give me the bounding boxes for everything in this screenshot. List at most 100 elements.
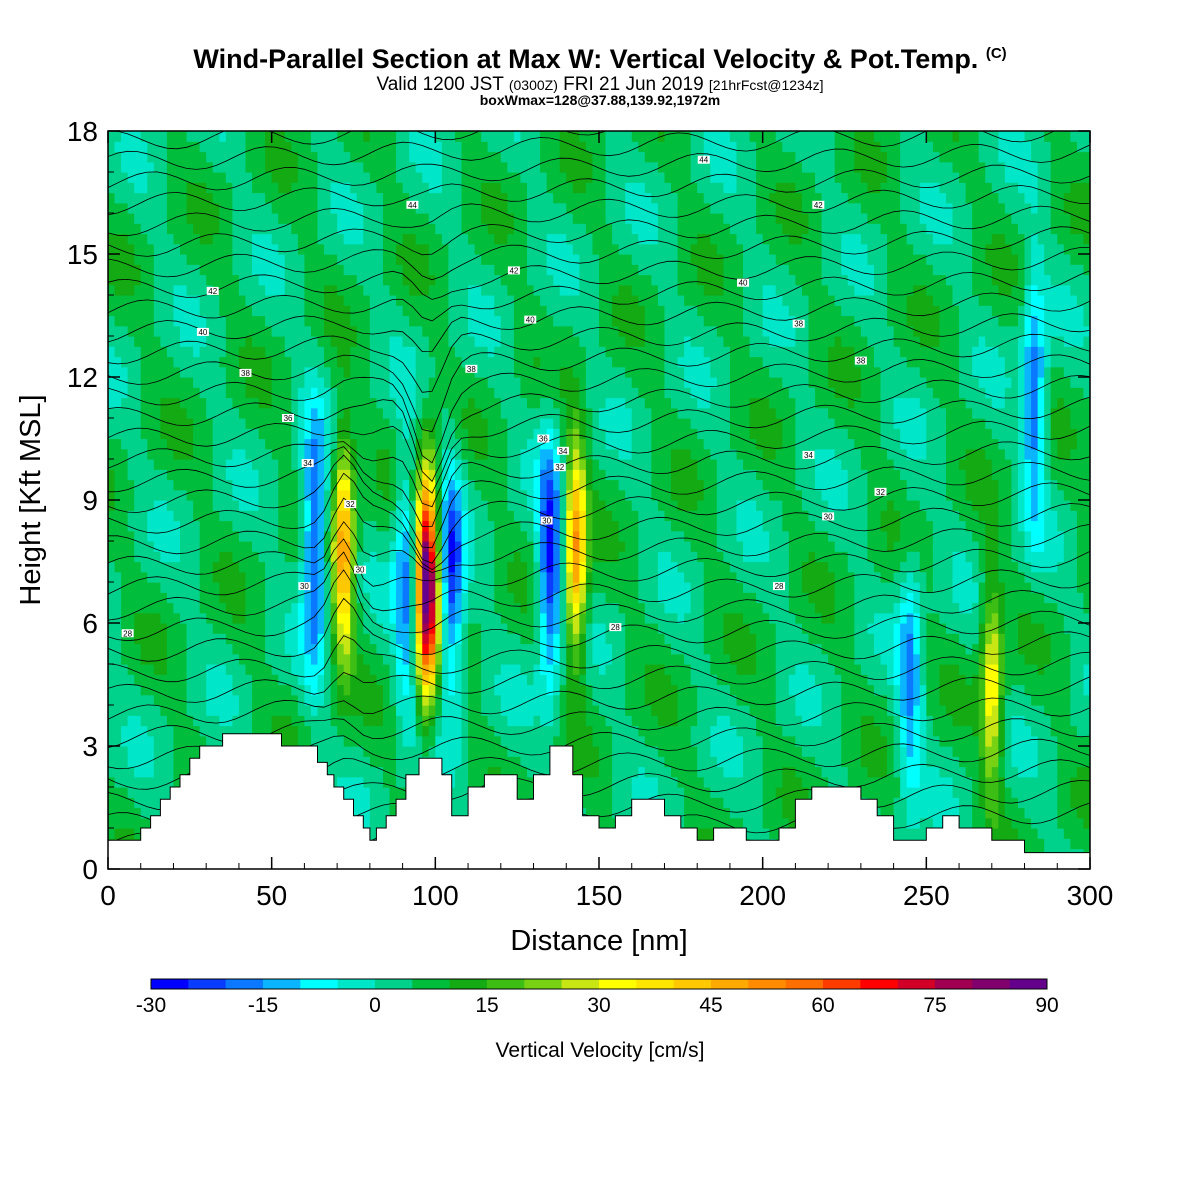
w-cell bbox=[232, 192, 240, 204]
w-cell bbox=[310, 418, 319, 429]
w-cell bbox=[160, 612, 168, 624]
w-cell bbox=[258, 192, 266, 204]
w-cell bbox=[121, 459, 129, 470]
w-cell bbox=[173, 469, 181, 481]
w-cell bbox=[494, 377, 502, 388]
w-cell bbox=[481, 592, 489, 604]
w-cell bbox=[153, 274, 161, 286]
w-cell bbox=[258, 479, 266, 491]
w-cell bbox=[278, 664, 286, 675]
w-cell bbox=[304, 141, 312, 153]
w-cell bbox=[265, 520, 273, 532]
w-cell bbox=[186, 356, 194, 368]
w-cell bbox=[127, 161, 135, 173]
w-cell bbox=[500, 315, 508, 327]
w-cell bbox=[278, 500, 286, 511]
w-cell bbox=[284, 428, 292, 440]
w-cell bbox=[428, 664, 436, 675]
w-cell bbox=[258, 243, 266, 255]
w-cell bbox=[284, 151, 292, 163]
w-cell bbox=[291, 356, 299, 368]
w-cell bbox=[356, 746, 364, 757]
w-cell bbox=[304, 530, 312, 542]
w-cell bbox=[409, 746, 417, 757]
w-cell bbox=[121, 592, 129, 604]
w-cell bbox=[258, 602, 266, 614]
w-cell bbox=[252, 182, 260, 194]
w-cell bbox=[206, 653, 214, 665]
w-cell bbox=[114, 612, 122, 624]
w-cell bbox=[134, 746, 142, 757]
w-cell bbox=[153, 264, 161, 276]
w-cell bbox=[520, 264, 528, 276]
w-cell bbox=[474, 725, 482, 737]
w-cell bbox=[409, 725, 417, 737]
w-cell bbox=[284, 500, 292, 511]
w-cell bbox=[206, 346, 214, 358]
w-cell bbox=[317, 756, 325, 768]
w-cell bbox=[278, 284, 286, 296]
w-cell bbox=[134, 274, 142, 286]
w-cell bbox=[441, 346, 450, 358]
w-cell bbox=[454, 438, 463, 450]
w-cell bbox=[310, 346, 319, 358]
w-cell bbox=[147, 520, 155, 532]
w-cell bbox=[258, 182, 266, 194]
w-cell bbox=[271, 141, 279, 153]
w-cell bbox=[468, 469, 476, 481]
w-cell bbox=[441, 500, 450, 511]
w-cell bbox=[160, 469, 168, 481]
w-cell bbox=[153, 151, 161, 163]
w-cell bbox=[212, 141, 220, 153]
w-cell bbox=[350, 213, 358, 224]
w-cell bbox=[304, 161, 312, 173]
w-cell bbox=[238, 325, 247, 337]
w-cell bbox=[526, 643, 535, 655]
w-cell bbox=[389, 223, 397, 235]
w-cell bbox=[526, 735, 535, 747]
w-cell bbox=[422, 674, 430, 686]
w-cell bbox=[507, 520, 515, 532]
w-cell bbox=[343, 315, 351, 327]
w-cell bbox=[134, 817, 142, 829]
w-cell bbox=[193, 223, 201, 235]
w-cell bbox=[474, 735, 482, 747]
w-cell bbox=[343, 746, 351, 757]
w-cell bbox=[324, 674, 332, 686]
w-cell bbox=[212, 623, 220, 634]
w-cell bbox=[127, 510, 135, 522]
w-cell bbox=[160, 151, 168, 163]
w-cell bbox=[206, 725, 214, 737]
w-cell bbox=[454, 233, 463, 245]
w-cell bbox=[297, 705, 305, 716]
w-cell bbox=[140, 633, 148, 645]
w-cell bbox=[402, 643, 410, 655]
w-cell bbox=[121, 377, 129, 388]
w-cell bbox=[330, 161, 338, 173]
w-cell bbox=[540, 592, 548, 604]
w-cell bbox=[382, 807, 391, 819]
w-cell bbox=[487, 172, 495, 183]
w-cell bbox=[108, 643, 116, 655]
w-cell bbox=[265, 295, 273, 306]
w-cell bbox=[206, 192, 214, 204]
w-cell bbox=[127, 828, 135, 839]
w-cell bbox=[265, 151, 273, 163]
w-cell bbox=[428, 653, 436, 665]
w-cell bbox=[415, 223, 423, 235]
w-cell bbox=[546, 592, 554, 604]
w-cell bbox=[114, 223, 122, 235]
w-cell bbox=[553, 377, 561, 388]
w-cell bbox=[337, 674, 345, 686]
w-cell bbox=[265, 202, 273, 214]
w-cell bbox=[265, 653, 273, 665]
w-cell bbox=[324, 397, 332, 409]
w-cell bbox=[369, 643, 378, 655]
w-cell bbox=[173, 407, 181, 419]
w-cell bbox=[454, 489, 463, 501]
w-cell bbox=[553, 295, 561, 306]
w-cell bbox=[317, 500, 325, 511]
w-cell bbox=[468, 674, 476, 686]
w-cell bbox=[225, 254, 233, 265]
w-cell bbox=[166, 520, 175, 532]
